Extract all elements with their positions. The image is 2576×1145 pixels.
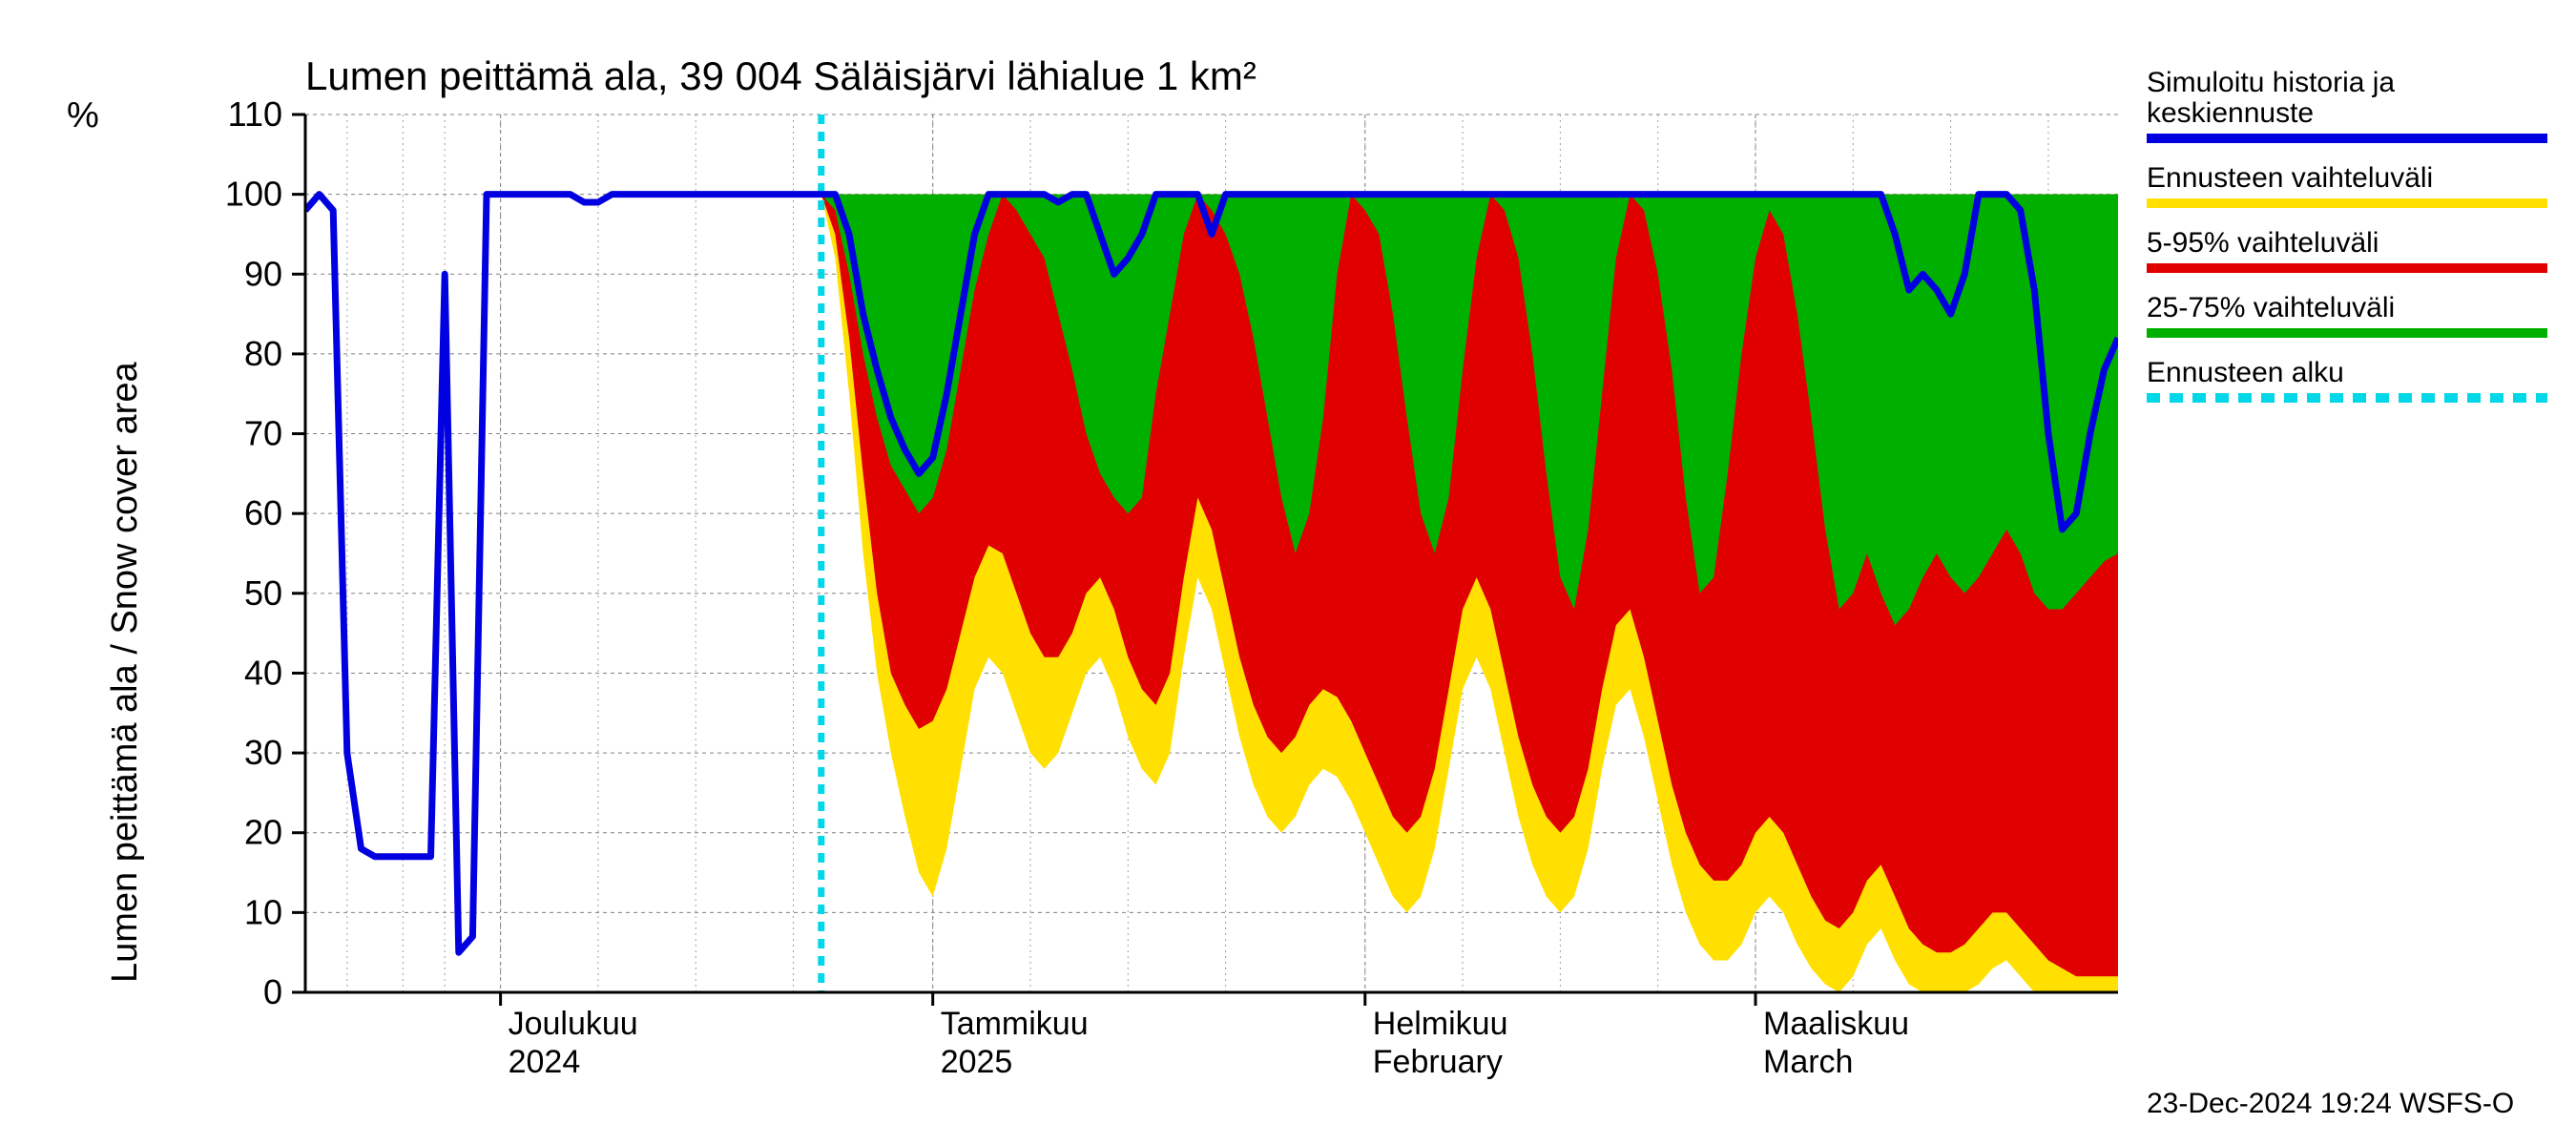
legend-label-red: 5-95% vaihteluväli: [2147, 227, 2379, 259]
svg-text:70: 70: [244, 414, 282, 453]
legend-swatch-cyan: [2147, 393, 2547, 403]
svg-text:80: 80: [244, 334, 282, 373]
svg-text:20: 20: [244, 813, 282, 852]
legend-swatch-green: [2147, 328, 2547, 338]
legend-label-green: 25-75% vaihteluväli: [2147, 292, 2395, 323]
legend-swatch-yellow: [2147, 198, 2547, 208]
svg-text:Tammikuu: Tammikuu: [941, 1006, 1089, 1042]
svg-text:50: 50: [244, 573, 282, 613]
legend-label-blue-2: keskiennuste: [2147, 97, 2314, 129]
svg-text:40: 40: [244, 653, 282, 692]
svg-text:30: 30: [244, 733, 282, 772]
chart-page: Lumen peittämä ala, 39 004 Säläisjärvi l…: [0, 0, 2576, 1145]
legend-swatch-red: [2147, 263, 2547, 273]
chart-footer: 23-Dec-2024 19:24 WSFS-O: [2147, 1088, 2514, 1120]
svg-text:90: 90: [244, 254, 282, 293]
legend-swatch-blue: [2147, 134, 2547, 143]
svg-text:February: February: [1373, 1044, 1503, 1080]
svg-text:2024: 2024: [509, 1044, 581, 1080]
svg-text:Maaliskuu: Maaliskuu: [1763, 1006, 1909, 1042]
legend-label-blue-1: Simuloitu historia ja: [2147, 67, 2395, 98]
svg-text:0: 0: [263, 972, 282, 1011]
svg-text:Helmikuu: Helmikuu: [1373, 1006, 1508, 1042]
svg-text:100: 100: [225, 175, 282, 214]
legend-label-yellow: Ennusteen vaihteluväli: [2147, 162, 2433, 194]
svg-text:110: 110: [228, 94, 282, 134]
svg-text:March: March: [1763, 1044, 1853, 1080]
legend-label-cyan: Ennusteen alku: [2147, 357, 2344, 388]
svg-text:2025: 2025: [941, 1044, 1013, 1080]
svg-text:Joulukuu: Joulukuu: [509, 1006, 638, 1042]
svg-text:10: 10: [244, 892, 282, 931]
svg-text:60: 60: [244, 493, 282, 532]
